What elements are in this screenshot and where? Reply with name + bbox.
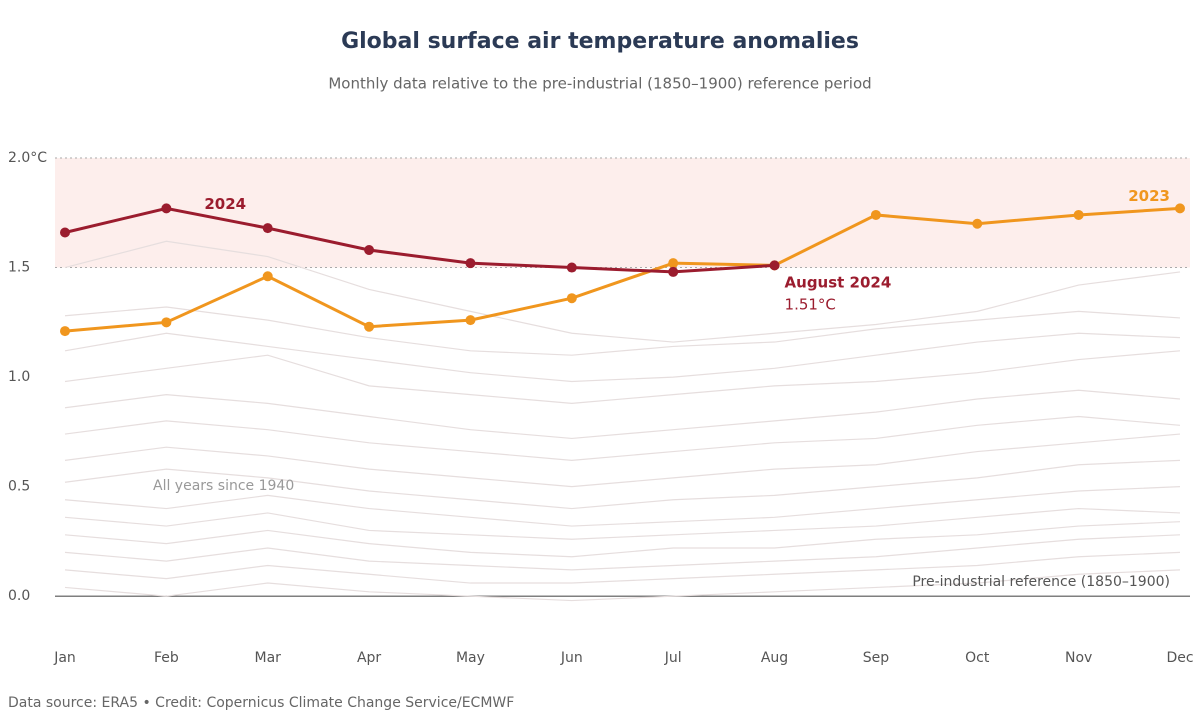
x-tick-label: Jul bbox=[664, 650, 682, 666]
chart-subtitle: Monthly data relative to the pre-industr… bbox=[328, 75, 871, 93]
point bbox=[1073, 209, 1084, 220]
point bbox=[161, 203, 172, 214]
point bbox=[465, 315, 476, 326]
point bbox=[262, 223, 273, 234]
point bbox=[60, 227, 70, 238]
background-line bbox=[64, 507, 1181, 540]
y-tick-label: 1.5 bbox=[8, 260, 30, 276]
series-label: 2023 bbox=[1128, 187, 1170, 205]
background-line bbox=[64, 486, 1181, 527]
point bbox=[972, 218, 983, 229]
background-line bbox=[64, 389, 1181, 440]
y-tick-label: 1.0 bbox=[8, 369, 30, 385]
point bbox=[870, 209, 881, 220]
background-line bbox=[64, 459, 1181, 510]
point bbox=[566, 293, 577, 304]
source: Data source: ERA5 • Credit: Copernicus C… bbox=[8, 695, 514, 711]
x-tick-label: Sep bbox=[863, 650, 890, 666]
x-tick-label: Apr bbox=[357, 650, 381, 666]
point bbox=[1175, 203, 1185, 214]
x-tick-label: Mar bbox=[255, 650, 282, 666]
background-line bbox=[64, 350, 1181, 404]
chart-title: Global surface air temperature anomalies bbox=[341, 29, 859, 54]
background-line bbox=[64, 306, 1181, 356]
x-tick-label: Nov bbox=[1065, 650, 1092, 666]
series-line bbox=[64, 206, 775, 274]
reference-label: Pre-industrial reference (1850–1900) bbox=[912, 574, 1170, 590]
highlight-value: 1.51°C bbox=[785, 296, 836, 314]
series-line bbox=[64, 206, 1181, 333]
background-line bbox=[64, 415, 1181, 461]
background-line bbox=[64, 332, 1181, 383]
y-tick-label: 2.0°C bbox=[8, 150, 47, 166]
background-line bbox=[64, 569, 1181, 602]
point bbox=[668, 258, 679, 269]
x-tick-label: Jan bbox=[53, 650, 76, 666]
series-label: 2024 bbox=[204, 195, 246, 213]
point bbox=[60, 326, 70, 337]
point bbox=[668, 266, 679, 277]
y-tick-label: 0.0 bbox=[8, 588, 30, 604]
x-tick-label: May bbox=[456, 650, 485, 666]
background-line bbox=[64, 240, 1181, 343]
highlight-label: August 2024 bbox=[785, 274, 892, 292]
point bbox=[364, 321, 375, 332]
background-line bbox=[64, 433, 1181, 488]
x-tick-label: Oct bbox=[965, 650, 990, 666]
background-line bbox=[64, 534, 1181, 571]
point bbox=[161, 317, 172, 328]
background-line bbox=[64, 521, 1181, 558]
point bbox=[465, 258, 476, 269]
point bbox=[566, 262, 577, 273]
point bbox=[364, 245, 375, 256]
x-tick-label: Dec bbox=[1166, 650, 1193, 666]
background-line bbox=[64, 551, 1181, 584]
point bbox=[769, 260, 780, 271]
point bbox=[262, 271, 273, 282]
x-tick-label: Jun bbox=[560, 650, 583, 666]
x-tick-label: Feb bbox=[154, 650, 179, 666]
threshold-band bbox=[55, 158, 1190, 268]
x-tick-label: Aug bbox=[761, 650, 788, 666]
background-label: All years since 1940 bbox=[153, 478, 294, 494]
y-tick-label: 0.5 bbox=[8, 479, 30, 495]
plot: 0.0 0.5 1.0 1.5 2.0°C Jan Feb Mar Apr May Jun Jul Au… bbox=[8, 150, 1194, 666]
